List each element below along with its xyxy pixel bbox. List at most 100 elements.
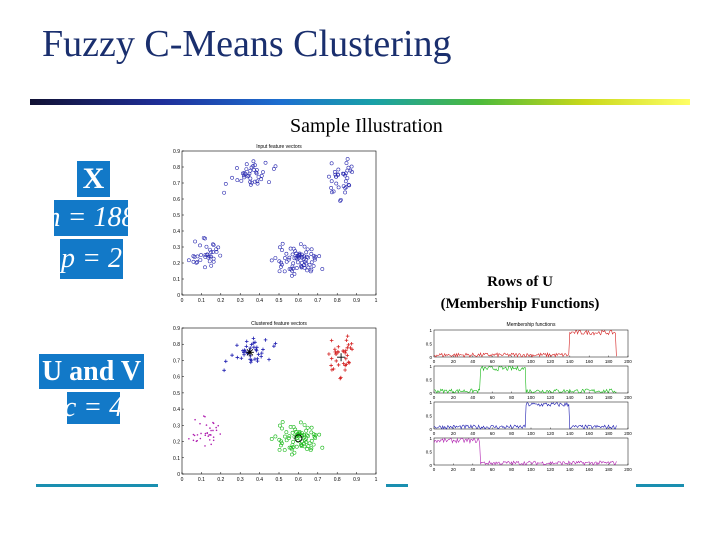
- cluster-point: [309, 446, 314, 451]
- input-point: [300, 254, 305, 259]
- cluster-point: [267, 357, 271, 362]
- cluster-point: [277, 447, 282, 452]
- input-point: [305, 247, 310, 252]
- cluster-center-marker: [294, 434, 303, 443]
- x-tick-label: 100: [527, 395, 535, 400]
- cluster-point: [287, 445, 292, 450]
- input-point: [349, 164, 354, 169]
- cluster-point: [345, 334, 350, 338]
- input-point: [205, 252, 210, 257]
- x-tick-label: 40: [470, 395, 476, 400]
- input-point: [235, 166, 239, 170]
- input-point: [186, 258, 191, 263]
- input-point: [214, 250, 219, 254]
- input-point: [211, 256, 216, 261]
- input-point: [279, 264, 283, 269]
- input-point: [248, 176, 253, 181]
- input-point: [345, 168, 350, 173]
- input-point: [305, 268, 310, 273]
- input-point: [338, 197, 343, 202]
- slide-title: Fuzzy C-Means Clustering: [42, 23, 452, 65]
- x-tick-label: 0.9: [353, 298, 360, 304]
- input-point: [193, 239, 197, 244]
- x-tick-label: 0.3: [237, 477, 244, 483]
- input-point: [332, 170, 337, 174]
- slide-subtitle: Sample Illustration: [290, 115, 443, 137]
- input-point: [290, 264, 295, 269]
- cluster-point: [345, 345, 350, 350]
- cluster-point: [253, 340, 257, 345]
- cluster-point: [298, 420, 303, 425]
- subplot-frame: [433, 329, 629, 358]
- membership-series-line: [433, 402, 617, 430]
- input-point: [306, 265, 311, 270]
- x-tick-label: 40: [470, 359, 476, 364]
- input-point: [344, 161, 349, 165]
- x-tick-label: 0: [433, 467, 436, 472]
- n-label-box: n = 188: [47, 200, 135, 236]
- subplot-frame: [433, 401, 629, 430]
- cluster-point: [192, 439, 195, 442]
- x-tick-label: 80: [509, 467, 515, 472]
- y-tick-label: 1: [429, 436, 432, 441]
- cluster-point: [299, 431, 304, 435]
- x-tick-label: 0: [433, 395, 436, 400]
- input-point: [194, 260, 199, 265]
- y-tick-label: 0.7: [173, 358, 180, 364]
- input-point: [203, 253, 208, 257]
- subplot-frame: [433, 365, 629, 394]
- cluster-point: [223, 359, 228, 364]
- cluster-point: [288, 425, 293, 429]
- cluster-point: [215, 426, 217, 429]
- membership-series-line: [433, 329, 617, 358]
- y-tick-label: 1: [429, 328, 432, 333]
- x-tick-label: 140: [566, 431, 574, 436]
- cluster-point: [344, 338, 349, 343]
- input-point: [287, 255, 292, 260]
- cluster-point: [261, 347, 265, 352]
- y-tick-label: 0.4: [173, 229, 180, 235]
- input-point: [191, 254, 196, 258]
- x-tick-label: 0.2: [217, 298, 224, 304]
- x-tick-label: 80: [509, 431, 515, 436]
- x-tick-label: 0.3: [237, 298, 244, 304]
- input-point: [243, 171, 248, 176]
- input-point: [333, 172, 338, 177]
- cluster-point: [244, 339, 249, 344]
- input-point: [277, 269, 282, 274]
- y-tick-label: 0: [429, 427, 432, 432]
- input-point: [249, 180, 254, 185]
- x-tick-label: 160: [585, 431, 593, 436]
- cluster-point: [235, 355, 240, 360]
- input-point: [245, 174, 250, 179]
- y-tick-label: 0: [429, 391, 432, 396]
- cluster-point: [255, 359, 260, 363]
- y-tick-label: 0.7: [173, 181, 180, 187]
- y-tick-label: 0.9: [173, 149, 180, 155]
- x-tick-label: 100: [527, 359, 535, 364]
- x-tick-label: 0.2: [217, 477, 224, 483]
- y-tick-label: 0.2: [173, 440, 180, 446]
- input-point: [204, 244, 209, 249]
- input-point: [273, 256, 278, 260]
- input-point: [304, 250, 309, 255]
- cluster-point: [195, 440, 198, 443]
- input-point: [317, 254, 322, 259]
- cluster-point: [320, 445, 325, 450]
- cluster-point: [293, 427, 298, 432]
- input-point: [343, 179, 348, 184]
- input-point: [248, 168, 253, 173]
- membership-series-line: [433, 365, 617, 394]
- input-point: [286, 257, 291, 262]
- input-point: [309, 252, 314, 256]
- input-point: [287, 267, 292, 271]
- cluster-point: [344, 356, 348, 361]
- input-point: [208, 247, 212, 252]
- y-tick-label: 1: [429, 364, 432, 369]
- cluster-point: [296, 432, 300, 437]
- input-point: [304, 254, 309, 259]
- x-tick-label: 60: [490, 359, 496, 364]
- caption-line-2: (Membership Functions): [440, 296, 600, 312]
- cluster-point: [309, 425, 314, 430]
- cluster-point: [259, 351, 264, 355]
